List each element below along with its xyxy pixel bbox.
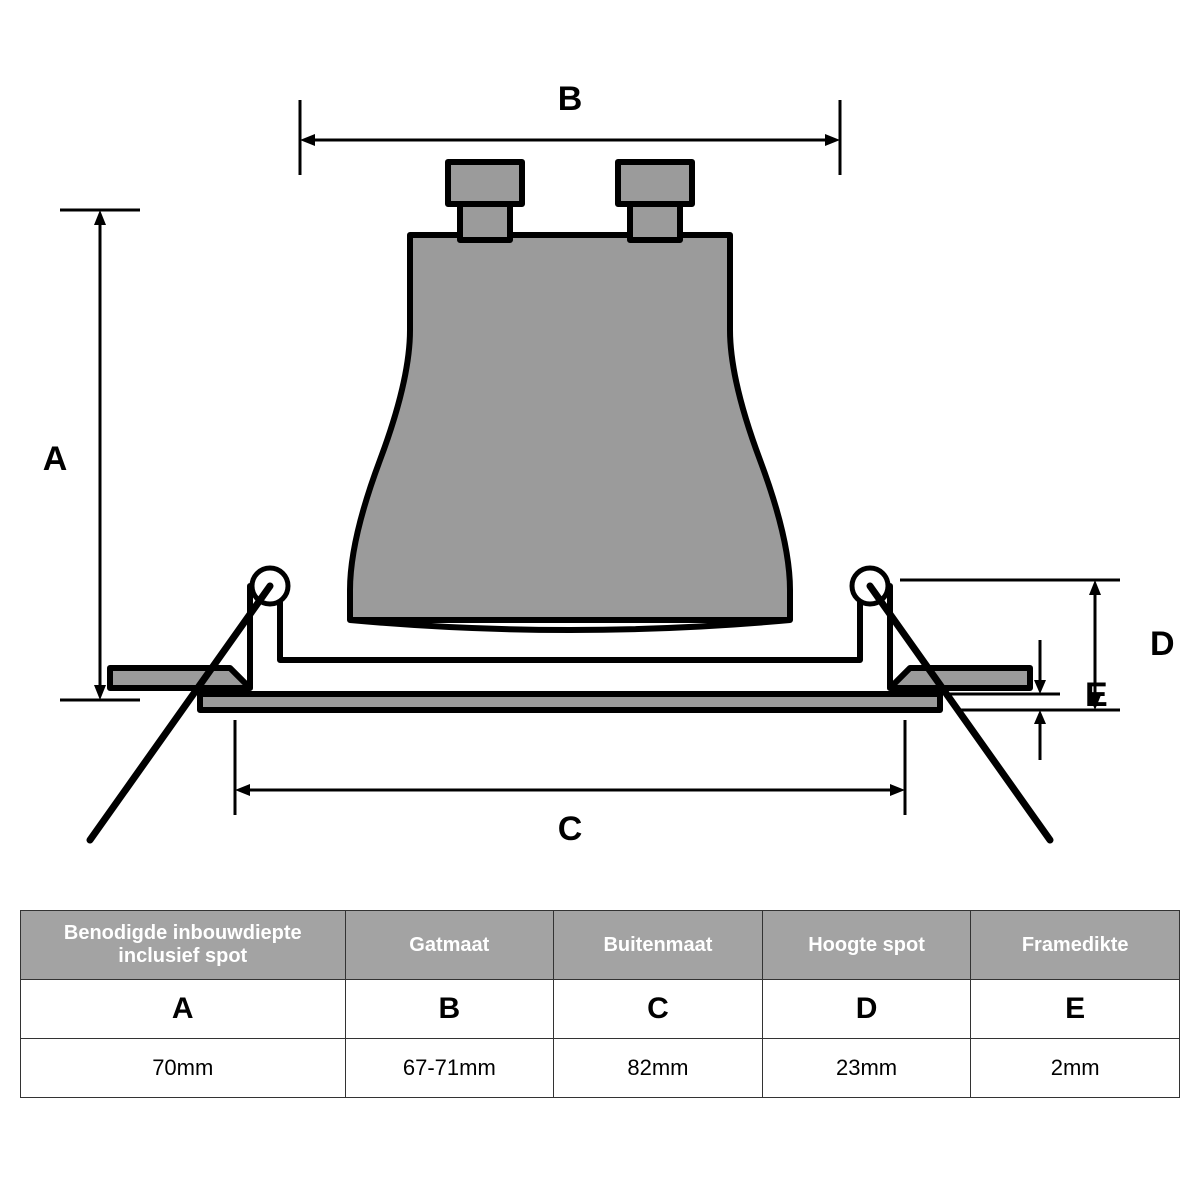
table-header-row: Benodigde inbouwdiepte inclusief spot Ga… <box>21 911 1180 980</box>
letter-4: E <box>971 980 1180 1039</box>
diagram-svg: A B C D E <box>0 0 1200 900</box>
table-value-row: 70mm 67-71mm 82mm 23mm 2mm <box>21 1039 1180 1098</box>
letter-0: A <box>21 980 346 1039</box>
letter-3: D <box>762 980 971 1039</box>
value-3: 23mm <box>762 1039 971 1098</box>
th-0: Benodigde inbouwdiepte inclusief spot <box>21 911 346 980</box>
th-3: Hoogte spot <box>762 911 971 980</box>
page: A B C D E Benodigde inbouwdiepte inclusi… <box>0 0 1200 1200</box>
technical-diagram: A B C D E <box>0 0 1200 900</box>
value-0: 70mm <box>21 1039 346 1098</box>
letter-1: B <box>345 980 554 1039</box>
value-4: 2mm <box>971 1039 1180 1098</box>
value-2: 82mm <box>554 1039 763 1098</box>
label-C: C <box>558 810 583 848</box>
th-4: Framedikte <box>971 911 1180 980</box>
th-1: Gatmaat <box>345 911 554 980</box>
th-2: Buitenmaat <box>554 911 763 980</box>
spec-table: Benodigde inbouwdiepte inclusief spot Ga… <box>20 910 1180 1098</box>
label-B: B <box>558 80 583 118</box>
value-1: 67-71mm <box>345 1039 554 1098</box>
dimensions-table: Benodigde inbouwdiepte inclusief spot Ga… <box>20 910 1180 1098</box>
label-D: D <box>1150 625 1175 663</box>
label-E: E <box>1085 676 1108 714</box>
label-A: A <box>43 440 68 478</box>
lamp-body <box>350 162 790 630</box>
letter-2: C <box>554 980 763 1039</box>
table-letter-row: A B C D E <box>21 980 1180 1039</box>
